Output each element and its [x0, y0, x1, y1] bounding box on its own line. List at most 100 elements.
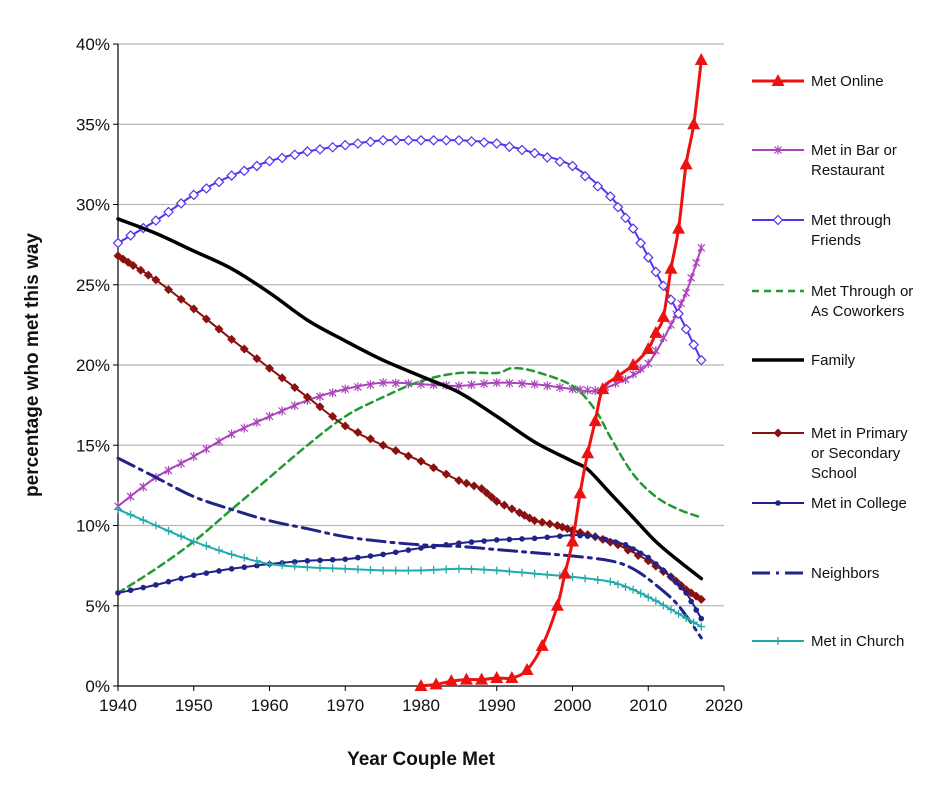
series-marker [126, 492, 135, 502]
series-marker [593, 576, 602, 585]
series-marker [688, 598, 694, 605]
legend-marker [775, 500, 781, 506]
series-marker [151, 521, 160, 530]
series-marker [602, 536, 609, 543]
series-marker [290, 382, 300, 392]
series-marker [404, 566, 413, 575]
series-marker [316, 392, 324, 402]
series-marker [504, 141, 515, 153]
series-marker [429, 677, 443, 690]
series-marker [377, 134, 389, 146]
series-marker [491, 138, 503, 149]
series-marker [252, 417, 261, 427]
series-marker [581, 574, 590, 583]
series-marker [687, 117, 701, 130]
series-marker [441, 469, 451, 479]
series-marker [626, 358, 640, 370]
series-marker [567, 160, 578, 172]
series-line [117, 508, 703, 628]
series-marker [588, 414, 602, 427]
x-tick-label: 1990 [478, 696, 516, 715]
series-6 [115, 532, 705, 622]
series-4 [116, 217, 704, 581]
series-marker [139, 482, 148, 492]
series-marker [153, 582, 159, 588]
series-marker [278, 561, 287, 570]
series-marker [545, 519, 555, 529]
legend-label: Met in College [811, 495, 907, 512]
series-marker [355, 554, 361, 561]
series-marker [164, 285, 173, 295]
series-marker [682, 288, 691, 298]
series-marker [252, 556, 261, 565]
series-line [117, 138, 703, 362]
series-marker [668, 574, 674, 580]
series-marker [378, 440, 388, 450]
series-marker [518, 379, 526, 389]
series-marker [506, 536, 513, 543]
y-tick-label: 5% [85, 597, 110, 616]
y-axis-title: percentage who met this way [22, 233, 43, 497]
series-marker [340, 421, 350, 431]
series-marker [530, 569, 539, 578]
series-marker [165, 578, 172, 585]
series-marker [596, 382, 610, 395]
series-marker [636, 589, 645, 598]
legend-label: Family [811, 352, 856, 369]
series-marker [584, 533, 591, 539]
y-tick-label: 40% [76, 35, 110, 54]
series-marker [215, 546, 223, 555]
series-marker [605, 191, 616, 202]
series-marker [140, 584, 147, 591]
series-marker [478, 137, 490, 148]
series-marker [576, 385, 584, 395]
series-marker [189, 451, 198, 461]
legend-marker [773, 428, 783, 438]
series-marker [213, 176, 225, 188]
x-tick-label: 1940 [99, 696, 137, 715]
series-7 [116, 456, 703, 640]
x-tick-label: 2010 [629, 696, 667, 715]
series-marker [353, 382, 362, 392]
series-marker [516, 144, 528, 156]
series-marker [466, 136, 477, 147]
series-marker [492, 496, 502, 506]
series-marker [642, 252, 654, 263]
series-marker [151, 275, 161, 285]
series-marker [189, 304, 199, 314]
series-marker [290, 401, 299, 411]
legend-label: Met in Bar or Restaurant [811, 142, 897, 179]
legend-label: Met Online [811, 73, 884, 90]
series-marker [317, 557, 323, 564]
legend-label: Neighbors [811, 565, 879, 582]
series-marker [635, 237, 647, 249]
series-marker [440, 134, 452, 146]
legend-item: Family [752, 352, 856, 369]
y-tick-label: 20% [76, 356, 110, 375]
series-marker [629, 585, 638, 594]
x-tick-label: 2000 [554, 696, 592, 715]
series-marker [649, 325, 663, 338]
series-marker [658, 280, 669, 292]
series-marker [339, 139, 351, 151]
legend-item: Neighbors [752, 565, 879, 582]
series-marker [558, 566, 572, 579]
series-marker [302, 392, 312, 402]
legend-item: Met through Friends [752, 212, 891, 249]
series-marker [467, 380, 476, 390]
series-marker [454, 564, 463, 573]
series-marker [241, 564, 248, 571]
series-marker [531, 535, 538, 542]
series-marker [239, 344, 249, 354]
series-marker [240, 553, 249, 562]
series-marker [143, 270, 153, 280]
series-marker [442, 565, 451, 574]
x-tick-label: 1970 [326, 696, 364, 715]
series-marker [316, 563, 324, 572]
series-marker [566, 534, 579, 547]
series-marker [698, 615, 705, 622]
series-marker [693, 607, 700, 613]
series-marker [127, 587, 134, 594]
series-marker [226, 170, 237, 181]
